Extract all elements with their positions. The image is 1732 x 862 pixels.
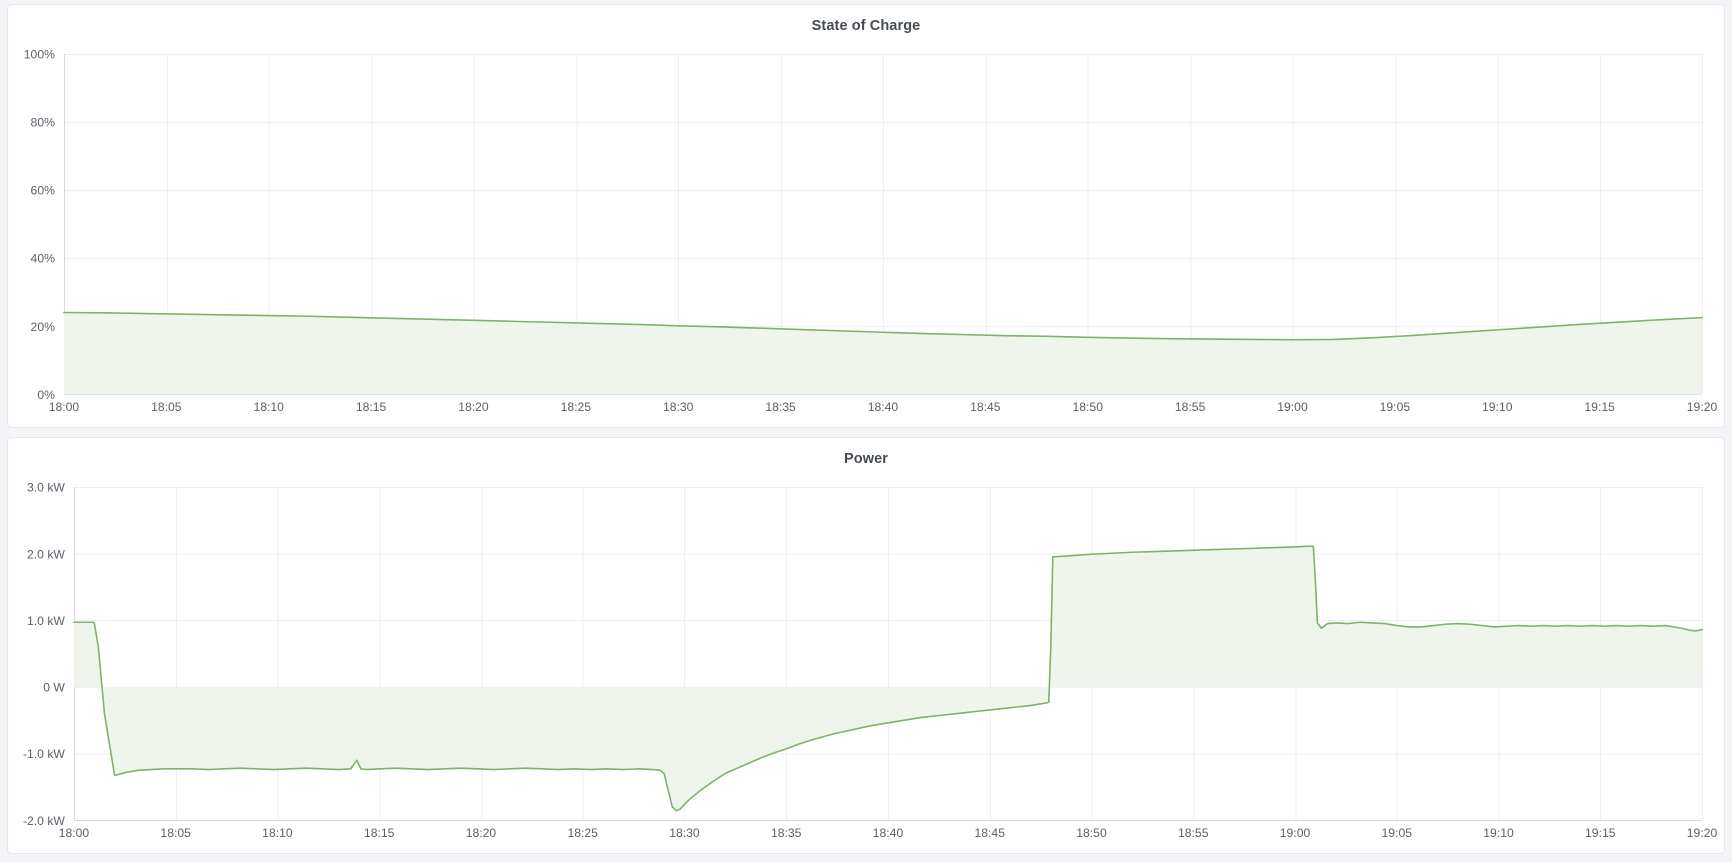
x-axis-tick-label: 18:45 — [970, 400, 1001, 414]
x-axis-tick-label: 18:55 — [1175, 400, 1206, 414]
x-axis-tick-label: 19:15 — [1585, 826, 1616, 840]
page-title-power: Power — [843, 451, 888, 467]
y-axis-tick-label: 60% — [31, 184, 56, 198]
x-axis-tick-label: 18:45 — [974, 826, 1005, 840]
panel-state-of-charge: State of Charge 100% 80% 60% 40% 20% 0% 18:00 1… — [7, 4, 1725, 428]
panel-power: Power 3.0 kW 2.0 kW 1.0 kW 0 W -1.0 kW -2.0 k… — [7, 437, 1725, 854]
y-axis-tick-label: -2.0 kW — [23, 814, 65, 828]
y-axis-tick-label: 40% — [31, 252, 56, 266]
y-axis-tick-label: -1.0 kW — [23, 747, 65, 761]
x-axis-tick-label: 18:00 — [59, 826, 90, 840]
chart-state-of-charge[interactable]: 100% 80% 60% 40% 20% 0% 18:00 18:05 18:10 18:15 18… — [8, 43, 1724, 427]
x-axis-tick-label: 18:10 — [253, 400, 284, 414]
x-axis-tick-label: 18:30 — [663, 400, 694, 414]
x-axis-tick-label: 19:15 — [1584, 400, 1615, 414]
chart-svg-power: 3.0 kW 2.0 kW 1.0 kW 0 W -1.0 kW -2.0 kW18:00… — [23, 481, 1718, 840]
x-axis-tick-label: 18:35 — [771, 826, 802, 840]
x-axis-tick-label: 19:05 — [1380, 400, 1411, 414]
y-axis-tick-label: 0% — [37, 388, 55, 402]
x-axis-tick-label: 18:50 — [1073, 400, 1104, 414]
x-axis-tick-label: 18:35 — [765, 400, 796, 414]
series-area-fill — [73, 546, 1703, 811]
x-axis-tick-label: 19:20 — [1687, 826, 1718, 840]
x-axis-tick-label: 18:05 — [151, 400, 182, 414]
y-axis-tick-label: 100% — [24, 48, 55, 62]
chart-power[interactable]: 3.0 kW 2.0 kW 1.0 kW 0 W -1.0 kW -2.0 kW 18:00… — [8, 476, 1724, 853]
x-axis-tick-label: 18:40 — [868, 400, 899, 414]
x-axis-tick-label: 18:30 — [669, 826, 700, 840]
x-axis-tick-label: 19:20 — [1687, 400, 1718, 414]
x-axis-tick-label: 18:25 — [561, 400, 592, 414]
y-axis-tick-label: 2.0 kW — [27, 547, 65, 561]
x-axis-tick-label: 18:05 — [160, 826, 191, 840]
series-line — [63, 311, 1703, 341]
x-axis-tick-label: 19:00 — [1280, 826, 1311, 840]
page-title-state-of-charge: State of Charge — [811, 18, 921, 34]
x-axis-tick-label: 18:40 — [873, 826, 904, 840]
x-axis-tick-label: 19:05 — [1382, 826, 1413, 840]
x-axis-tick-label: 19:10 — [1483, 826, 1514, 840]
y-axis-tick-label: 3.0 kW — [27, 481, 65, 495]
x-axis-tick-label: 18:55 — [1178, 826, 1209, 840]
x-axis-tick-label: 19:00 — [1277, 400, 1308, 414]
series-line — [73, 545, 1703, 812]
x-axis-tick-label: 19:10 — [1482, 400, 1513, 414]
x-axis-tick-label: 18:20 — [466, 826, 497, 840]
x-axis-tick-label: 18:20 — [458, 400, 489, 414]
x-axis-tick-label: 18:15 — [356, 400, 387, 414]
y-axis-tick-label: 80% — [31, 116, 56, 130]
y-axis-tick-label: 1.0 kW — [27, 614, 65, 628]
x-axis-tick-label: 18:25 — [567, 826, 598, 840]
y-axis-tick-label: 20% — [31, 320, 56, 334]
y-axis-tick-label: 0 W — [43, 681, 65, 695]
x-axis-tick-label: 18:00 — [49, 400, 80, 414]
x-axis-tick-label: 18:15 — [364, 826, 395, 840]
x-axis-tick-label: 18:10 — [262, 826, 293, 840]
x-axis-tick-label: 18:50 — [1076, 826, 1107, 840]
series-area-fill — [63, 312, 1703, 395]
chart-svg-state-of-charge: 100% 80% 60% 40% 20% 0%18:00 18:05 18:10 18:15 18… — [24, 48, 1718, 414]
